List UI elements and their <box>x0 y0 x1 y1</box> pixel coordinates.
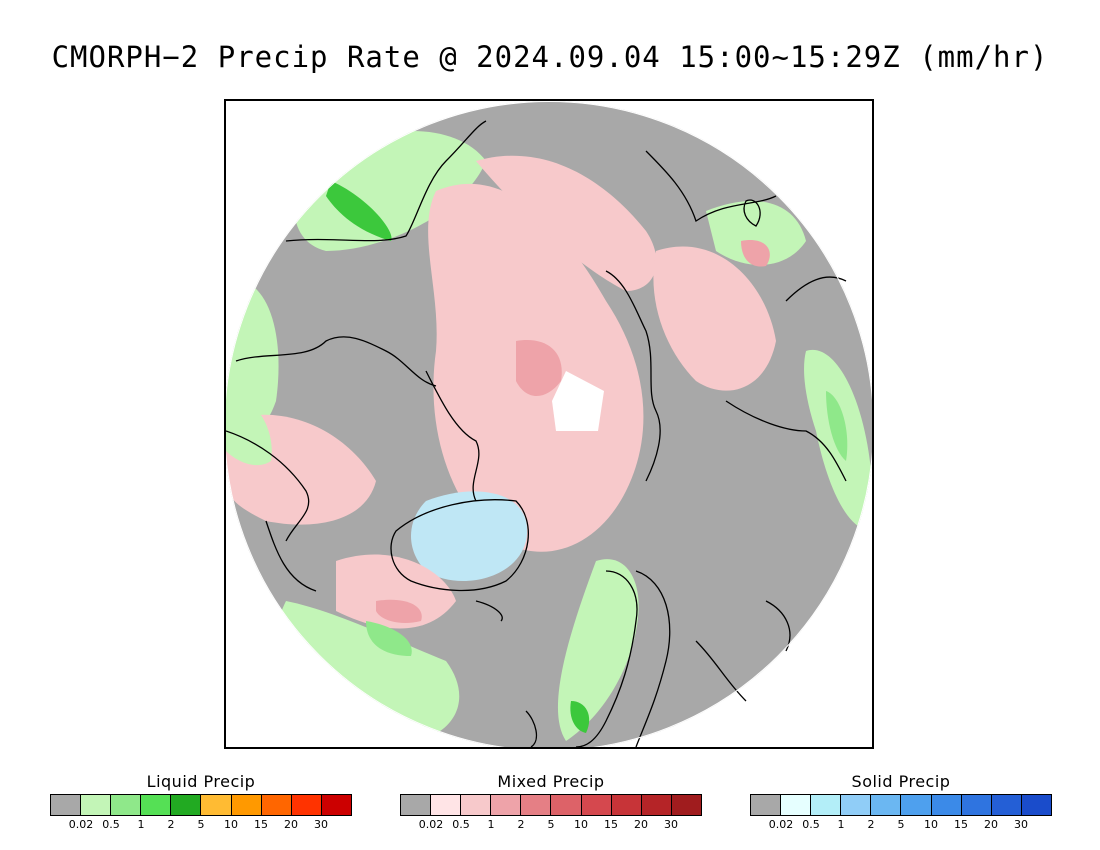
legend-swatch <box>431 795 462 815</box>
legend-tick-label: 2 <box>167 818 175 831</box>
legend-swatch <box>781 795 812 815</box>
legend-tick-label: 0.02 <box>68 818 94 831</box>
legend-tick-label: 15 <box>604 818 618 831</box>
precip-map[interactable] <box>226 101 872 747</box>
legend-swatch <box>901 795 932 815</box>
map-title: CMORPH−2 Precip Rate @ 2024.09.04 15:00~… <box>51 40 1049 74</box>
legend-tick-label: 2 <box>867 818 875 831</box>
legend-tick-label: 2 <box>517 818 525 831</box>
legend-ticks: 0.02 0.5 1 2 5 10 15 20 30 <box>750 816 1052 831</box>
precip-region <box>226 399 272 466</box>
precip-region <box>570 701 590 733</box>
legend-swatch <box>961 795 992 815</box>
legend-tick-label: 30 <box>664 818 678 831</box>
legend-tick-label: 0.5 <box>452 818 470 831</box>
legend-swatch <box>201 795 232 815</box>
legend-swatch <box>231 795 262 815</box>
legend-title: Solid Precip <box>851 772 951 791</box>
legend-tick-label: 1 <box>487 818 495 831</box>
precip-field <box>226 101 872 747</box>
legend-swatch <box>1021 795 1051 815</box>
legend-swatch <box>841 795 872 815</box>
legend-swatch <box>81 795 112 815</box>
legend-title: Liquid Precip <box>146 772 256 791</box>
legend-tick-label: 15 <box>254 818 268 831</box>
precip-region <box>411 491 528 581</box>
legend-swatch <box>141 795 172 815</box>
precip-region <box>336 554 456 629</box>
legend-swatch <box>551 795 582 815</box>
legend-tick-label: 10 <box>574 818 588 831</box>
legend-swatch <box>521 795 552 815</box>
legend-swatch <box>461 795 492 815</box>
legend-swatch <box>51 795 82 815</box>
precip-region <box>476 155 657 291</box>
legend-swatch <box>671 795 701 815</box>
legend-tick-label: 5 <box>197 818 205 831</box>
legend-swatch <box>491 795 522 815</box>
legend-tick-label: 10 <box>924 818 938 831</box>
legend-ticks: 0.02 0.5 1 2 5 10 15 20 30 <box>50 816 352 831</box>
legend-liquid: Liquid Precip 0.02 0.5 1 2 5 10 15 20 30 <box>50 772 352 831</box>
legend-tick-label: 5 <box>547 818 555 831</box>
legend-tick-label: 0.5 <box>802 818 820 831</box>
precip-region <box>366 621 412 656</box>
legend-tick-label: 30 <box>1014 818 1028 831</box>
precip-region <box>516 340 562 396</box>
legend-ticks: 0.02 0.5 1 2 5 10 15 20 30 <box>400 816 702 831</box>
precip-region <box>653 246 776 391</box>
legend-tick-label: 10 <box>224 818 238 831</box>
precip-region <box>741 240 770 267</box>
precip-region <box>826 391 848 461</box>
legend-colorbar <box>750 794 1052 816</box>
coastlines <box>226 120 847 747</box>
legend-tick-label: 0.5 <box>102 818 120 831</box>
legend-tick-label: 0.02 <box>418 818 444 831</box>
legend-swatch <box>291 795 322 815</box>
legend-tick-label: 15 <box>954 818 968 831</box>
legend-swatch <box>111 795 142 815</box>
legend-mixed: Mixed Precip 0.02 0.5 1 2 5 10 15 20 30 <box>400 772 702 831</box>
legend-tick-label: 20 <box>984 818 998 831</box>
legend-tick-label: 20 <box>284 818 298 831</box>
precip-region <box>376 599 422 623</box>
legend-tick-label: 0.02 <box>768 818 794 831</box>
legend-swatch <box>261 795 292 815</box>
disc-edge <box>226 101 872 747</box>
legend-colorbar <box>400 794 702 816</box>
legend-tick-label: 20 <box>634 818 648 831</box>
legend-swatch <box>401 795 432 815</box>
legend-swatch <box>871 795 902 815</box>
map-frame[interactable] <box>224 99 874 749</box>
pole-gap <box>552 371 604 431</box>
legend-solid: Solid Precip 0.02 0.5 1 2 5 10 15 20 30 <box>750 772 1052 831</box>
legend-swatch <box>991 795 1022 815</box>
legend-swatch <box>171 795 202 815</box>
legend-swatch <box>321 795 351 815</box>
legend-swatch <box>931 795 962 815</box>
precip-region <box>557 559 639 741</box>
legend-tick-label: 1 <box>837 818 845 831</box>
legend-swatch <box>611 795 642 815</box>
legend-tick-label: 5 <box>897 818 905 831</box>
precip-region <box>706 201 806 265</box>
legend-tick-label: 30 <box>314 818 328 831</box>
legend-swatch <box>641 795 672 815</box>
legend-swatch <box>811 795 842 815</box>
legend-swatch <box>751 795 782 815</box>
legend-swatch <box>581 795 612 815</box>
legend-title: Mixed Precip <box>497 772 605 791</box>
legend-tick-label: 1 <box>137 818 145 831</box>
precip-region <box>326 181 392 241</box>
legend-colorbar <box>50 794 352 816</box>
